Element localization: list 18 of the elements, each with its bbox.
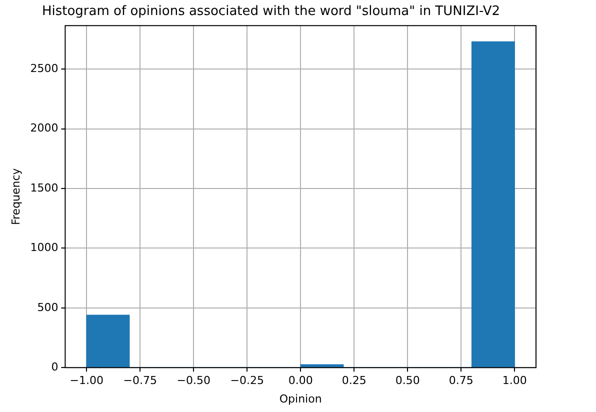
x-tick-label: 1.00: [502, 374, 527, 388]
x-tick-label: −0.75: [123, 374, 157, 388]
y-axis-title: Frequency: [9, 168, 22, 226]
x-tick-label: −1.00: [70, 374, 104, 388]
x-tick-label: 0.00: [288, 374, 313, 388]
x-axis-title: Opinion: [279, 392, 322, 406]
chart-title: Histogram of opinions associated with the word "slouma" in TUNIZI-V2: [42, 4, 500, 20]
x-tick-label: 0.50: [395, 374, 420, 388]
x-tick-label: −0.25: [230, 374, 264, 388]
y-tick-label: 1000: [30, 241, 58, 254]
x-tick-label: 0.75: [448, 374, 474, 388]
x-tick-label: 0.25: [342, 374, 366, 388]
x-tick-label: −0.50: [176, 374, 210, 388]
y-tick-label: 0: [51, 360, 58, 374]
y-tick-label: 2000: [30, 122, 58, 135]
y-tick-label: 500: [37, 300, 58, 314]
y-tick-label: 1500: [30, 181, 58, 194]
y-tick-label: 2500: [30, 62, 58, 76]
